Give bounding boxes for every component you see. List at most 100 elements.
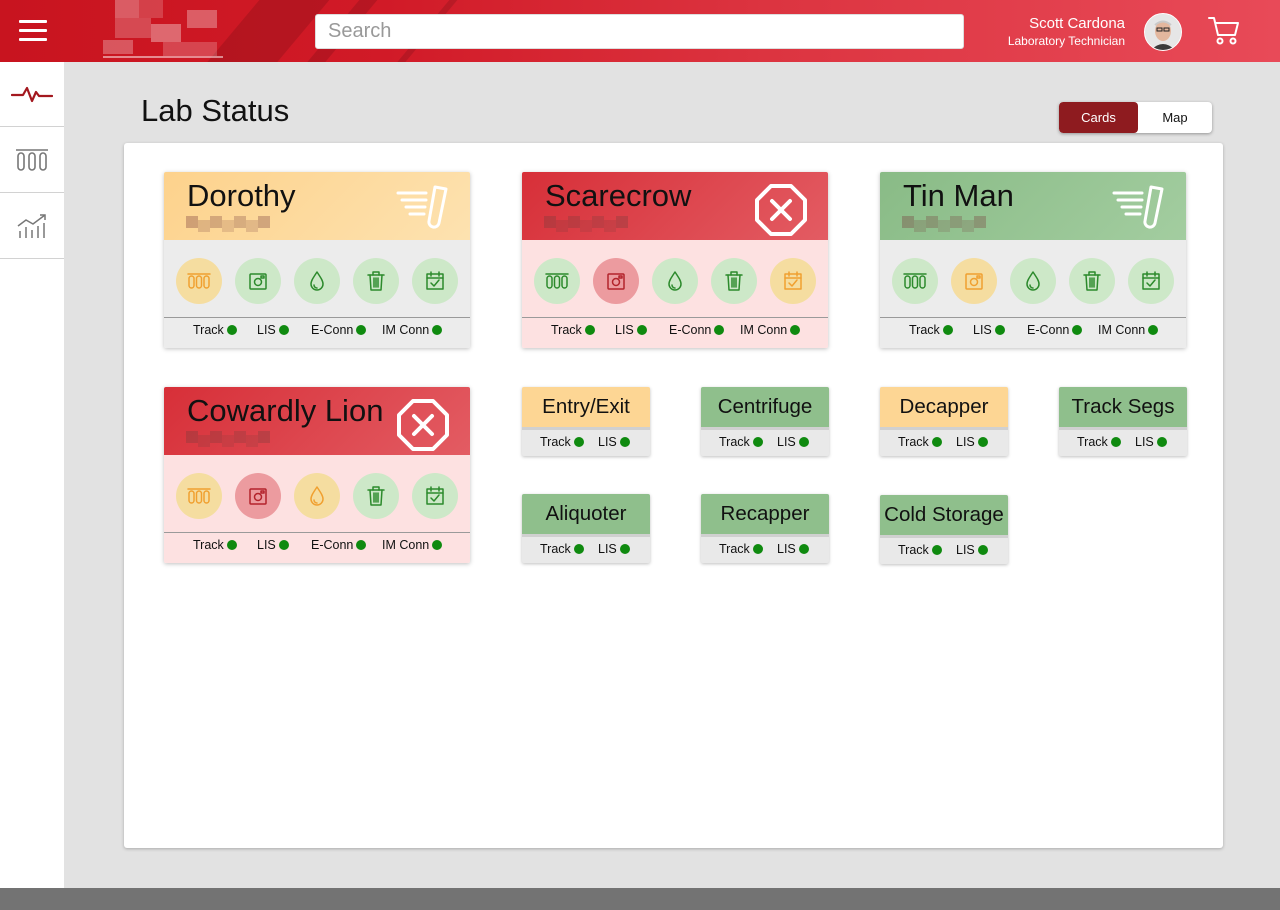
card-header: Tin Man <box>880 172 1186 240</box>
machine-card[interactable]: Scarecrow Track LIS E-Conn IM Conn <box>522 172 828 348</box>
module-card[interactable]: Aliquoter Track LIS <box>522 494 650 563</box>
user-name: Scott Cardona <box>1029 15 1125 32</box>
module-button[interactable] <box>951 258 997 304</box>
machine-card[interactable]: Cowardly Lion Track LIS E-Conn IM Conn <box>164 387 470 563</box>
status-indicator: Track <box>540 435 584 449</box>
module-card[interactable]: Track Segs Track LIS <box>1059 387 1187 456</box>
status-dot <box>798 437 809 447</box>
search-input[interactable] <box>315 14 964 49</box>
map-view-button[interactable]: Map <box>1162 110 1188 125</box>
cart-icon[interactable] <box>1207 15 1241 47</box>
pulse-icon <box>11 86 53 103</box>
footer-bar <box>0 888 1280 910</box>
drop-icon <box>1025 270 1041 292</box>
module-button[interactable] <box>353 258 399 304</box>
status-label: LIS <box>257 538 276 552</box>
status-label: LIS <box>598 435 617 449</box>
test-tubes-icon <box>903 272 927 290</box>
machine-card[interactable]: Tin Man Track LIS E-Conn IM Conn <box>880 172 1186 348</box>
status-label: LIS <box>956 435 975 449</box>
module-button[interactable] <box>593 258 639 304</box>
status-indicator: E-Conn <box>1027 323 1083 337</box>
status-indicator: E-Conn <box>311 323 367 337</box>
module-card-title: Aliquoter <box>522 494 650 534</box>
module-button[interactable] <box>412 258 458 304</box>
module-button[interactable] <box>235 473 281 519</box>
module-button[interactable] <box>534 258 580 304</box>
status-indicator: LIS <box>598 542 630 556</box>
module-card[interactable]: Recapper Track LIS <box>701 494 829 563</box>
module-card-title: Entry/Exit <box>522 387 650 427</box>
nav-item-analytics[interactable] <box>0 194 64 259</box>
cards-view-button[interactable]: Cards <box>1059 102 1138 133</box>
status-indicator: Track <box>898 435 942 449</box>
status-indicator: Track <box>551 323 595 337</box>
module-button[interactable] <box>711 258 757 304</box>
status-dot <box>752 544 763 554</box>
nav-item-status[interactable] <box>0 62 64 127</box>
status-dot <box>636 325 647 335</box>
module-card-title: Decapper <box>880 387 1008 427</box>
status-label: IM Conn <box>382 323 430 337</box>
card-title: Tin Man <box>903 178 1014 213</box>
status-dot <box>931 437 942 447</box>
status-dot <box>226 540 237 550</box>
status-dot <box>1156 437 1167 447</box>
redacted-subtitle <box>544 216 632 232</box>
top-bar: Scott Cardona Laboratory Technician <box>0 0 1280 62</box>
menu-icon[interactable] <box>19 20 47 42</box>
module-card[interactable]: Decapper Track LIS <box>880 387 1008 456</box>
status-label: Track <box>540 435 571 449</box>
nav-item-samples[interactable] <box>0 128 64 193</box>
module-button[interactable] <box>353 473 399 519</box>
test-tubes-icon <box>545 272 569 290</box>
test-tubes-icon <box>187 487 211 505</box>
card-header: Cowardly Lion <box>164 387 470 455</box>
module-button[interactable] <box>412 473 458 519</box>
module-button[interactable] <box>235 258 281 304</box>
module-card[interactable]: Entry/Exit Track LIS <box>522 387 650 456</box>
calendar-check-icon <box>425 271 445 291</box>
status-indicator: IM Conn <box>740 323 801 337</box>
module-card-title: Track Segs <box>1059 387 1187 427</box>
status-label: LIS <box>777 435 796 449</box>
machine-card[interactable]: Dorothy Track LIS E-Conn IM Conn <box>164 172 470 348</box>
card-body: Track LIS E-Conn IM Conn <box>164 455 470 563</box>
avatar[interactable] <box>1144 13 1182 51</box>
trash-icon <box>366 270 386 292</box>
status-indicator: Track <box>909 323 953 337</box>
module-button[interactable] <box>1128 258 1174 304</box>
status-label: Track <box>540 542 571 556</box>
card-header: Scarecrow <box>522 172 828 240</box>
module-button[interactable] <box>1069 258 1115 304</box>
trend-chart-icon <box>17 214 46 238</box>
stop-error-icon <box>396 398 450 451</box>
module-card[interactable]: Centrifuge Track LIS <box>701 387 829 456</box>
module-button[interactable] <box>652 258 698 304</box>
module-button[interactable] <box>770 258 816 304</box>
status-indicator: E-Conn <box>669 323 725 337</box>
status-indicator: Track <box>719 435 763 449</box>
status-indicator: LIS <box>257 323 289 337</box>
card-divider <box>880 317 1186 318</box>
module-card-divider <box>1059 427 1187 430</box>
module-card-divider <box>522 427 650 430</box>
module-button[interactable] <box>294 258 340 304</box>
module-button[interactable] <box>1010 258 1056 304</box>
module-card[interactable]: Cold Storage Track LIS <box>880 495 1008 564</box>
status-indicator: LIS <box>598 435 630 449</box>
module-button[interactable] <box>176 258 222 304</box>
module-button[interactable] <box>892 258 938 304</box>
status-label: IM Conn <box>740 323 788 337</box>
status-dot <box>798 544 809 554</box>
module-button[interactable] <box>294 473 340 519</box>
status-indicator: Track <box>898 543 942 557</box>
status-dot <box>994 325 1005 335</box>
module-card-title: Cold Storage <box>880 495 1008 535</box>
brand-logo <box>103 0 223 60</box>
status-dot <box>977 437 988 447</box>
status-label: Track <box>551 323 582 337</box>
status-label: LIS <box>973 323 992 337</box>
module-button[interactable] <box>176 473 222 519</box>
status-dot <box>432 325 443 335</box>
